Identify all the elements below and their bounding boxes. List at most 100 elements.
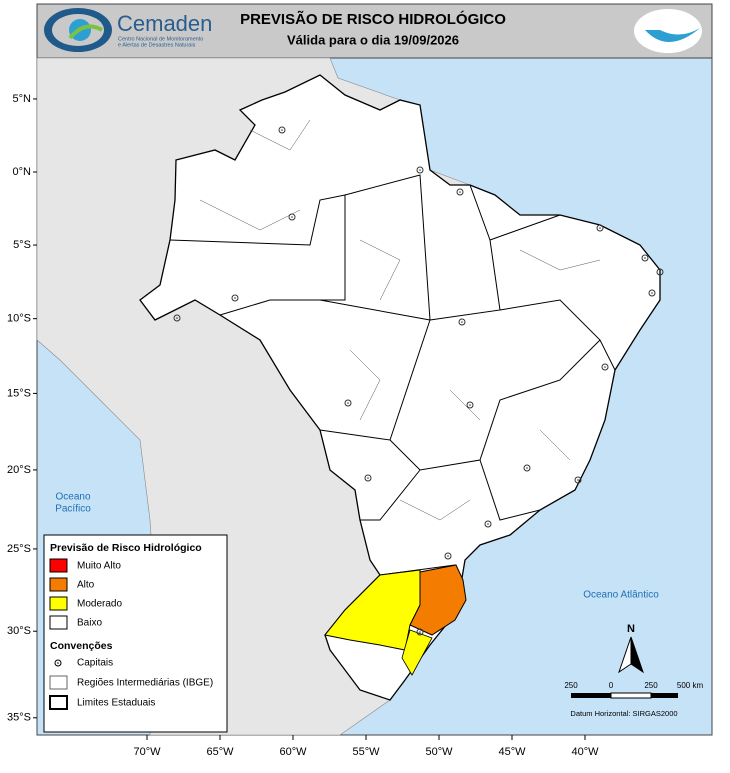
capital	[651, 292, 653, 294]
logo-mark	[645, 28, 700, 43]
ocean-label: Oceano Atlântico	[583, 590, 659, 601]
logo-name: Cemaden	[117, 11, 212, 36]
capital	[367, 477, 369, 479]
risk-area-alto	[409, 564, 467, 636]
capital	[487, 523, 489, 525]
capital	[659, 271, 661, 273]
scale-label: 500 km	[677, 681, 704, 690]
intermediate-regions	[199, 119, 601, 521]
capital	[278, 126, 286, 134]
legend-label: Baixo	[77, 618, 102, 629]
legend-label: Moderado	[77, 599, 122, 610]
lat-tick-label: 15°S	[7, 387, 31, 399]
capital	[648, 289, 656, 297]
lon-tick-label: 40°W	[571, 746, 599, 758]
capital	[419, 631, 421, 633]
capital	[347, 402, 349, 404]
title: PREVISÃO DE RISCO HIDROLÓGICO	[240, 10, 506, 28]
capital	[176, 317, 178, 319]
capital	[469, 404, 471, 406]
capital	[456, 188, 464, 196]
capital	[461, 321, 463, 323]
legend-swatch	[49, 558, 68, 573]
brazil	[139, 74, 661, 701]
capital	[484, 520, 492, 528]
convention-label: Limites Estaduais	[77, 698, 155, 709]
capital-symbol	[54, 659, 62, 667]
scale-label: 250	[644, 681, 658, 690]
north-label: N	[627, 623, 635, 635]
logo-mark	[68, 24, 104, 40]
legend-swatch	[49, 615, 68, 630]
capital	[599, 227, 601, 229]
ocean-label: Oceano	[55, 492, 90, 503]
state-symbol	[49, 695, 68, 710]
lon-tick-label: 70°W	[133, 746, 161, 758]
capital	[523, 464, 531, 472]
capital	[466, 401, 474, 409]
lat-tick-label: 35°S	[7, 712, 31, 724]
capital	[344, 399, 352, 407]
region-symbol	[49, 675, 68, 690]
lon-tick-label: 60°W	[279, 746, 307, 758]
capital	[458, 318, 466, 326]
legend-title: Previsão de Risco Hidrológico	[50, 542, 202, 554]
header-bar	[36, 3, 713, 59]
capital	[601, 363, 609, 371]
scale-segment	[610, 692, 652, 699]
logo	[44, 8, 112, 52]
legend-swatch	[49, 596, 68, 611]
lat-tick-label: 10°S	[7, 313, 31, 325]
scale-segment	[651, 693, 678, 698]
right-logo	[634, 9, 702, 53]
capital	[459, 191, 461, 193]
subtitle: Válida para o dia 19/09/2026	[287, 32, 459, 47]
capital	[641, 254, 649, 262]
lat-tick-label: 5°N	[13, 93, 32, 105]
lat-tick-label: 0°N	[13, 166, 32, 178]
capital	[416, 166, 424, 174]
state-limit	[319, 319, 601, 576]
capital	[656, 268, 664, 276]
capital	[447, 555, 449, 557]
convention-label: Regiões Intermediárias (IBGE)	[77, 678, 213, 689]
ocean-label: Pacífico	[55, 504, 91, 515]
capital	[231, 294, 239, 302]
scale-segment	[571, 693, 611, 698]
lat-tick-label: 20°S	[7, 464, 31, 476]
capital	[604, 366, 606, 368]
capital-symbol	[57, 662, 59, 664]
scale-label: 0	[609, 681, 614, 690]
legend-box	[43, 534, 228, 733]
lon-tick-label: 55°W	[352, 746, 380, 758]
capitals	[173, 126, 664, 636]
lat-tick-label: 30°S	[7, 625, 31, 637]
capital	[173, 314, 181, 322]
lat-tick-label: 5°S	[13, 239, 31, 251]
lon-tick-label: 50°W	[425, 746, 453, 758]
north-arrow	[630, 636, 644, 674]
capital	[291, 216, 293, 218]
lon-tick-label: 65°W	[206, 746, 234, 758]
lat-tick-label: 25°S	[7, 543, 31, 555]
scale-label: 250	[564, 681, 578, 690]
capital	[416, 628, 424, 636]
capital	[644, 257, 646, 259]
capital	[234, 297, 236, 299]
capital	[288, 213, 296, 221]
state-limit	[319, 174, 616, 371]
logo-subtitle: Centro Nacional de Monitoramento	[118, 36, 203, 42]
legend-label: Muito Alto	[77, 561, 121, 572]
capital	[574, 476, 582, 484]
graticule-ticks: 5°N 0°N 5°S 10°S 15°S 20°S 25°S 30°S 35°S 70°W 65°…	[7, 93, 599, 758]
capital	[419, 169, 421, 171]
legend-label: Alto	[77, 580, 95, 591]
risk-area-moderado	[401, 629, 433, 676]
legend-levels: Muito Alto Alto Moderado Baixo	[49, 558, 122, 630]
capital	[364, 474, 372, 482]
convention-label: Capitais	[77, 658, 113, 669]
legend-swatch	[49, 577, 68, 592]
state-limits	[169, 174, 616, 576]
